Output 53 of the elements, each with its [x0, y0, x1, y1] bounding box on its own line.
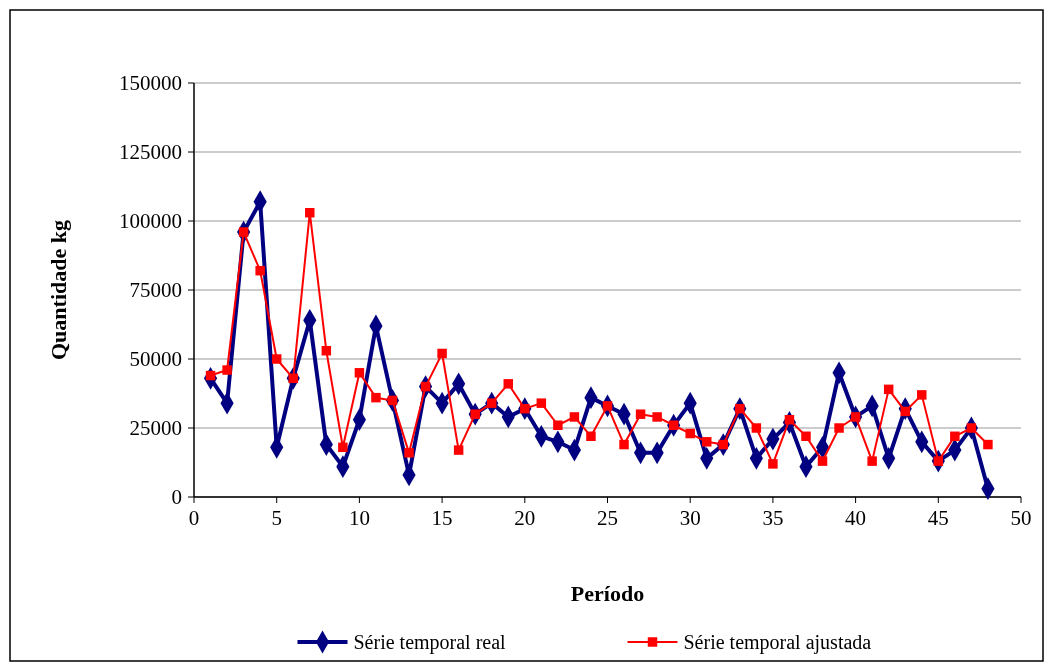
point	[801, 431, 811, 442]
x-tick-label: 45	[927, 506, 949, 530]
point	[569, 412, 580, 422]
legend-label: Série temporal real	[353, 631, 507, 654]
point	[371, 392, 381, 403]
point	[619, 439, 629, 450]
point	[917, 390, 927, 400]
point	[817, 456, 828, 466]
point	[586, 431, 596, 442]
point	[751, 423, 762, 433]
point	[553, 420, 563, 430]
x-tick-label: 50	[1010, 506, 1032, 530]
x-tick-label: 15	[431, 506, 453, 530]
point	[453, 445, 464, 455]
point	[271, 354, 282, 364]
y-tick-label: 125000	[119, 140, 182, 165]
point	[685, 428, 695, 439]
point	[635, 409, 646, 419]
point	[437, 348, 447, 359]
y-tick-label: 150000	[119, 71, 182, 96]
point	[338, 442, 348, 453]
x-tick-label: 35	[762, 506, 784, 530]
x-tick-label: 40	[845, 506, 867, 530]
point	[222, 365, 232, 375]
point	[321, 345, 332, 356]
point	[768, 459, 778, 469]
point	[305, 207, 315, 218]
x-tick-label: 20	[514, 506, 536, 530]
point	[883, 384, 894, 395]
x-tick-label: 10	[348, 506, 370, 530]
point	[950, 431, 960, 442]
point	[503, 379, 513, 389]
point	[702, 437, 712, 447]
x-tick-label: 25	[597, 506, 618, 530]
y-tick-label: 0	[171, 485, 182, 510]
y-tick-label: 75000	[129, 278, 182, 303]
point	[983, 439, 993, 450]
y-tick-label: 50000	[129, 347, 182, 372]
point	[536, 398, 547, 408]
point	[834, 423, 844, 433]
point	[867, 456, 877, 466]
x-tick-label: 0	[188, 506, 200, 530]
point	[404, 448, 414, 458]
legend-label: Série temporal ajustada	[683, 631, 872, 654]
point	[354, 368, 365, 378]
x-tick-label: 5	[271, 506, 282, 530]
y-axis-title: Quantidade kg	[46, 220, 71, 360]
y-tick-label: 25000	[129, 416, 182, 441]
y-tick-label: 100000	[119, 209, 182, 234]
x-axis-title: Período	[570, 581, 645, 606]
x-tick-label: 30	[679, 506, 701, 530]
point	[255, 265, 265, 276]
point	[652, 412, 662, 422]
